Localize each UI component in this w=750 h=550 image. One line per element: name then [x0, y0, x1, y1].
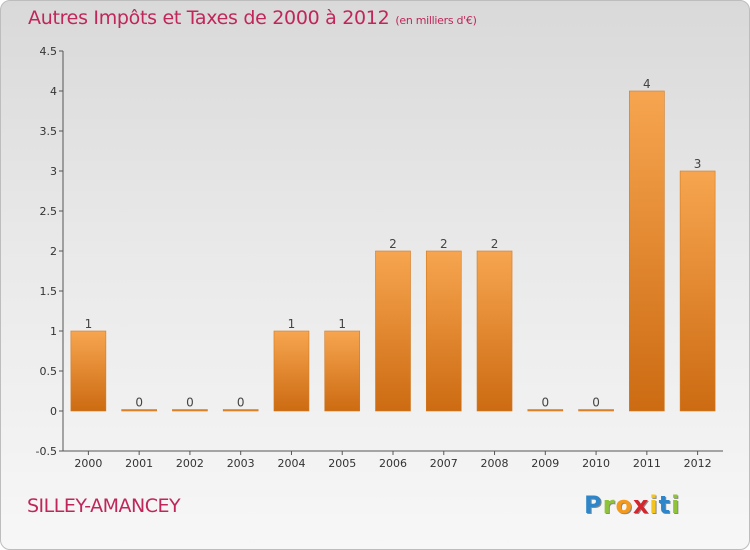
bar-2000 — [70, 330, 107, 412]
bar-2010 — [578, 409, 614, 412]
data-label-2009: 0 — [541, 396, 549, 410]
bar-2001 — [121, 409, 157, 412]
data-label-2003: 0 — [237, 396, 245, 410]
proxiti-logo: Proxiti — [584, 491, 680, 519]
chart-subtitle: (en milliers d'€) — [395, 14, 477, 27]
x-tick-label: 2004 — [277, 457, 305, 470]
logo-letter: i — [649, 491, 659, 519]
y-tick-label: 3.5 — [40, 125, 58, 138]
bar-2004 — [273, 330, 310, 412]
logo-letter: P — [584, 491, 603, 519]
x-tick-label: 2003 — [227, 457, 255, 470]
bar-2008 — [476, 250, 513, 412]
bar-2012 — [679, 170, 716, 412]
chart-title: Autres Impôts et Taxes de 2000 à 2012 (en… — [28, 7, 477, 29]
chart-title-text: Autres Impôts et Taxes de 2000 à 2012 — [28, 7, 390, 29]
x-tick-label: 2010 — [582, 457, 610, 470]
y-tick-label: 3 — [50, 165, 57, 178]
x-tick-label: 2008 — [481, 457, 509, 470]
x-tick-label: 2011 — [633, 457, 661, 470]
x-tick-label: 2006 — [379, 457, 407, 470]
data-label-2002: 0 — [186, 396, 194, 410]
x-tick-label: 2012 — [684, 457, 712, 470]
x-tick-label: 2005 — [328, 457, 356, 470]
bar-2005 — [324, 330, 361, 412]
y-tick-label: 2 — [50, 245, 57, 258]
y-tick-label: 4 — [50, 85, 57, 98]
logo-letter: i — [671, 491, 681, 519]
bar-2006 — [375, 250, 411, 412]
logo-letter: o — [615, 491, 633, 519]
x-tick-label: 2009 — [531, 457, 559, 470]
data-label-2010: 0 — [592, 396, 600, 410]
data-label-2012: 3 — [694, 157, 702, 171]
data-label-2008: 2 — [491, 237, 499, 251]
data-label-2000: 1 — [85, 317, 93, 331]
x-tick-label: 2002 — [176, 457, 204, 470]
y-tick-label: -0.5 — [36, 445, 57, 458]
logo-letter: x — [632, 491, 650, 519]
logo-letter: t — [658, 491, 672, 519]
y-tick-label: 0.5 — [40, 365, 58, 378]
data-label-2007: 2 — [440, 237, 448, 251]
bar-2007 — [425, 250, 462, 412]
place-name: SILLEY-AMANCEY — [27, 495, 181, 517]
x-tick-label: 2001 — [125, 457, 153, 470]
x-tick-label: 2000 — [74, 457, 102, 470]
data-label-2001: 0 — [135, 396, 143, 410]
y-tick-label: 2.5 — [40, 205, 58, 218]
y-tick-label: 4.5 — [40, 45, 58, 58]
data-label-2006: 2 — [389, 237, 397, 251]
bar-2011 — [629, 90, 665, 412]
y-tick-label: 0 — [50, 405, 57, 418]
y-tick-label: 1.5 — [40, 285, 58, 298]
data-label-2005: 1 — [338, 317, 346, 331]
logo-letter: r — [602, 491, 616, 519]
bar-2009 — [527, 409, 564, 412]
bars-group: 1 0 0 0 1 1 2 2 2 0 0 4 3 — [70, 77, 716, 412]
bar-2003 — [222, 409, 259, 412]
y-tick-label: 1 — [50, 325, 57, 338]
data-label-2004: 1 — [288, 317, 296, 331]
bar-2002 — [172, 409, 208, 412]
x-tick-label: 2007 — [430, 457, 458, 470]
data-label-2011: 4 — [643, 77, 651, 91]
